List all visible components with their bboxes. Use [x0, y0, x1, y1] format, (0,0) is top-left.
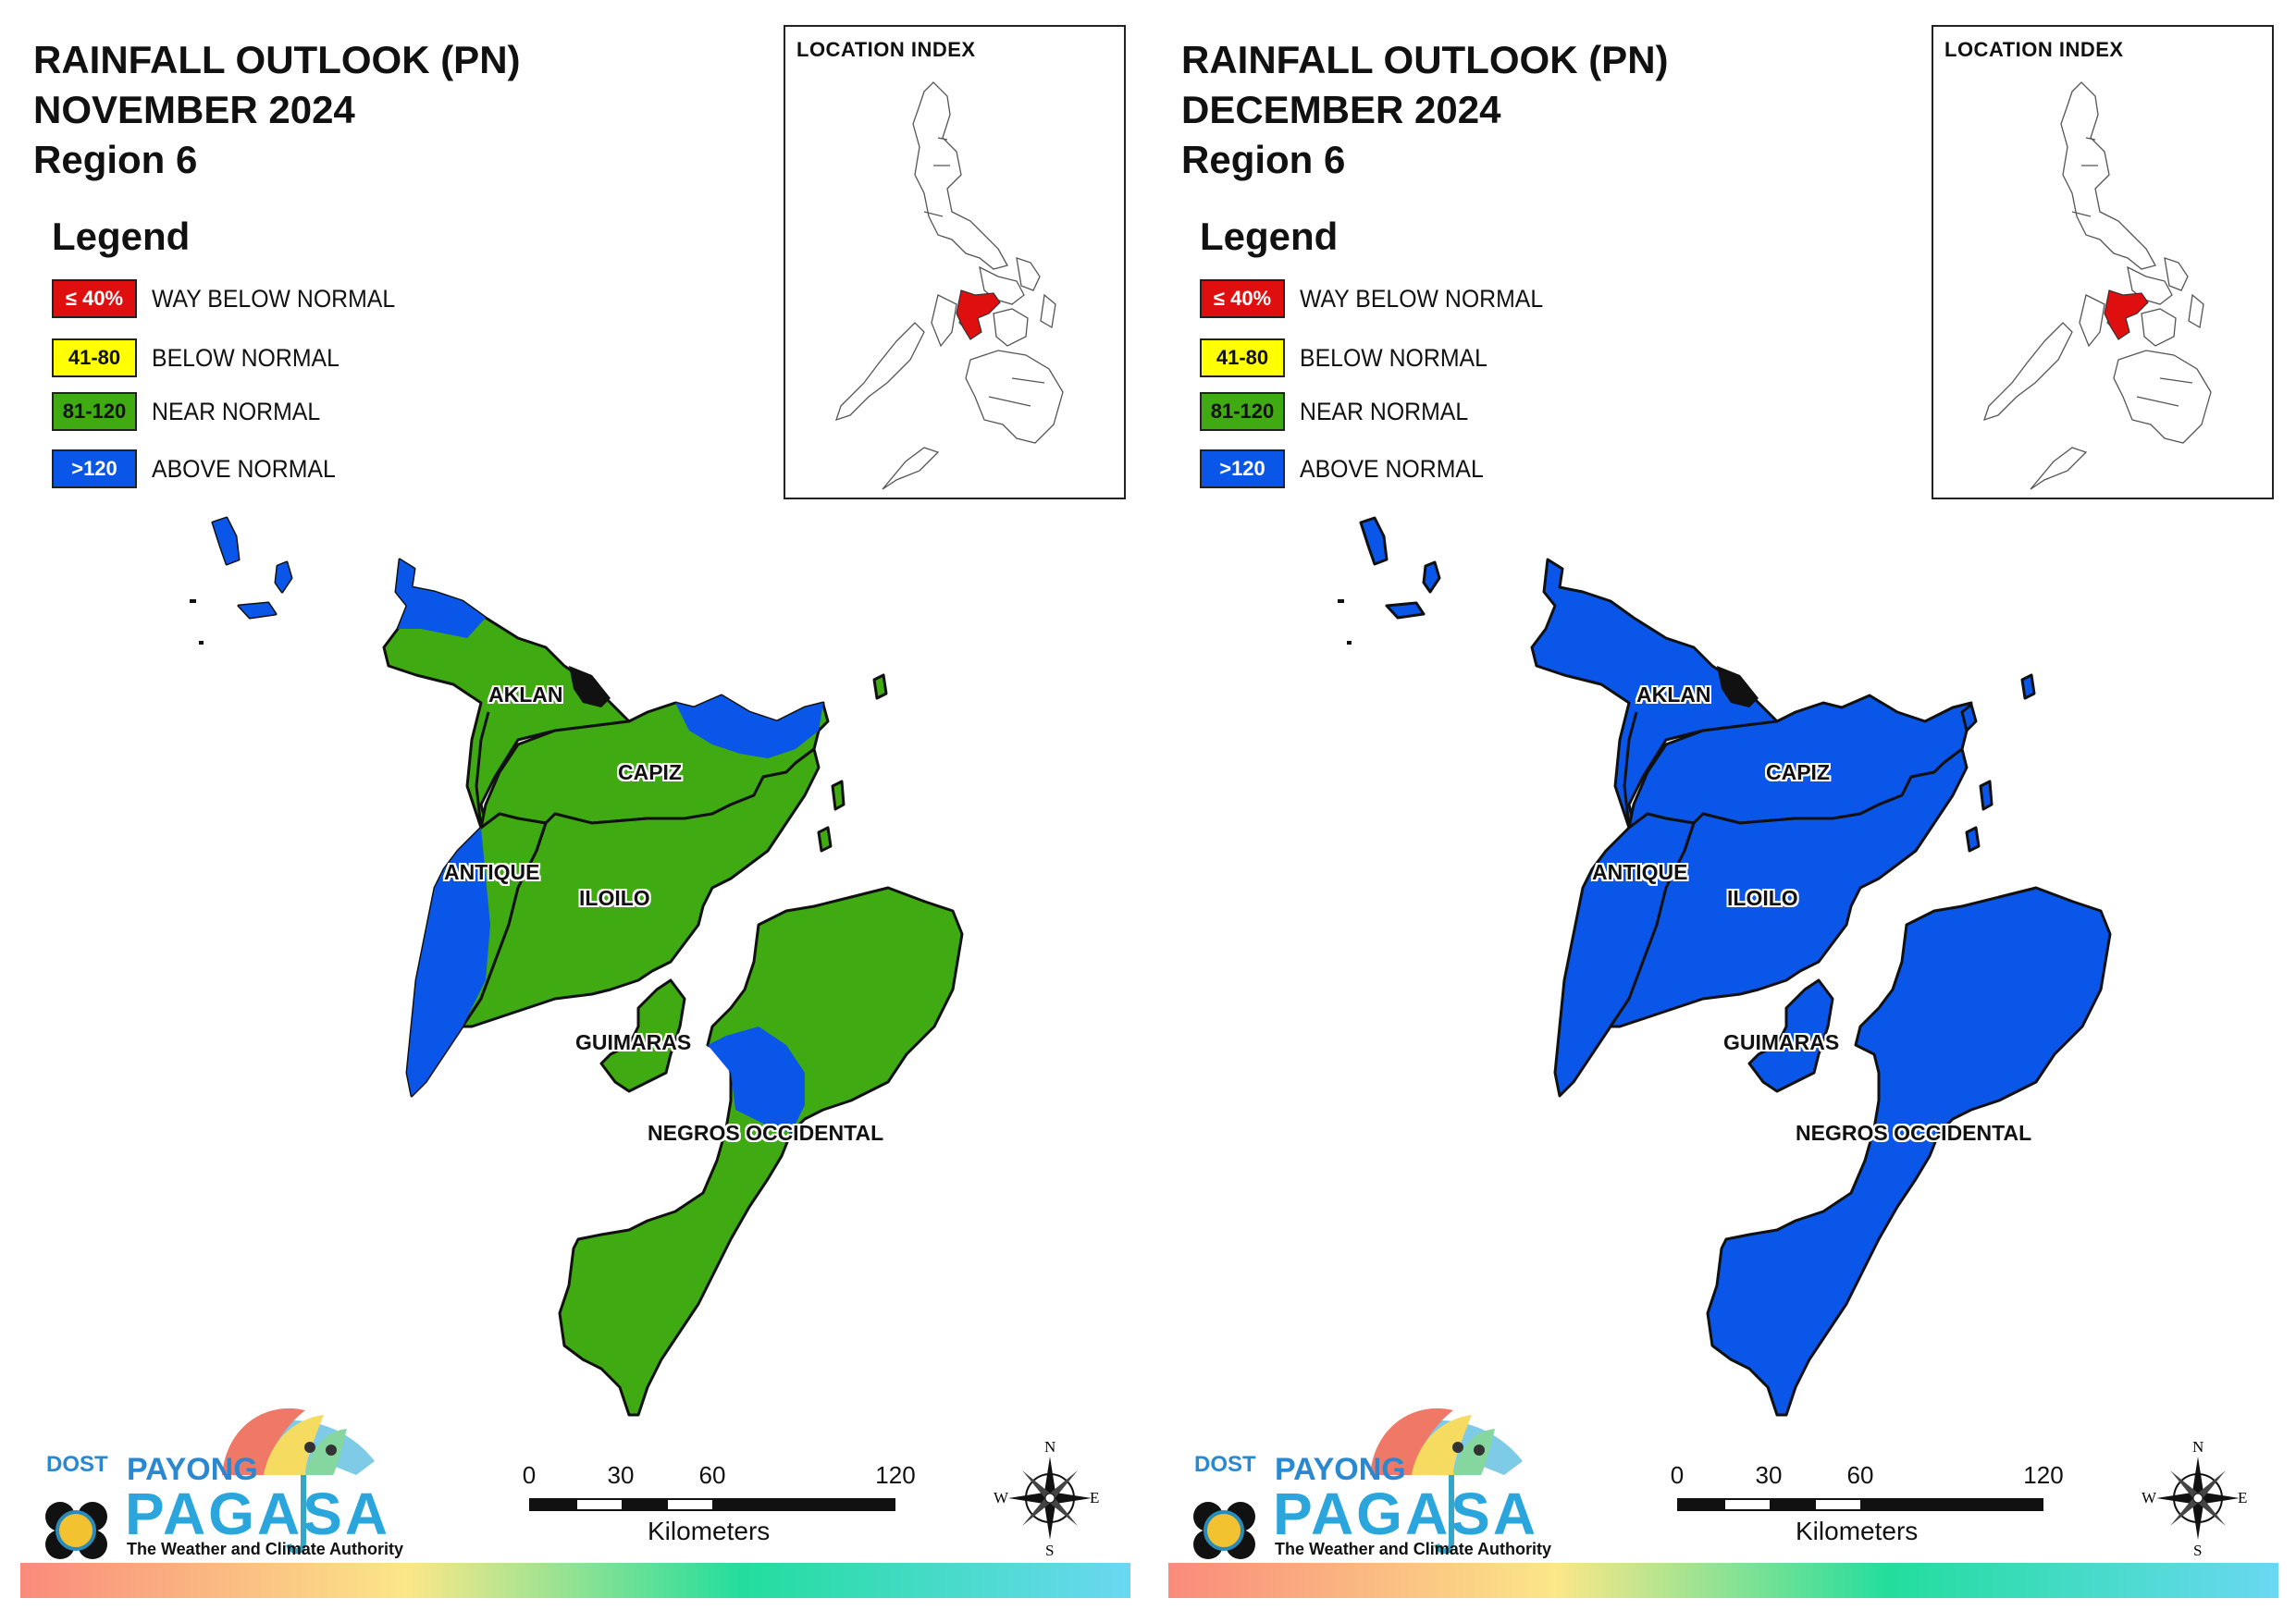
- legend-swatch: ≤ 40%: [1200, 279, 1285, 318]
- legend-swatch: >120: [1200, 449, 1285, 488]
- legend-swatch: 41-80: [52, 338, 137, 377]
- label-iloilo: ILOILO: [1727, 886, 1798, 910]
- footer-gradient-bar: [1168, 1563, 2278, 1598]
- location-index-title: LOCATION INDEX: [796, 38, 976, 61]
- north-arrow: N S E W: [994, 1438, 1101, 1559]
- legend-item-near: 81-120 NEAR NORMAL: [1200, 390, 1483, 433]
- label-antique: ANTIQUE: [444, 860, 540, 884]
- logo-payong: PAYONG: [1275, 1452, 1406, 1487]
- title-line-3: Region 6: [1181, 138, 1346, 181]
- location-index-title: LOCATION INDEX: [1944, 38, 2124, 61]
- legend-title: Legend: [52, 215, 191, 258]
- scale-tick: 30: [1755, 1461, 1783, 1489]
- scale-unit: Kilometers: [1796, 1517, 1919, 1545]
- logo-pagasa: PAGASA: [125, 1481, 391, 1547]
- logo-tagline: The Weather and Climate Authority: [127, 1540, 404, 1558]
- legend-item-way-below: ≤ 40% WAY BELOW NORMAL: [52, 277, 416, 320]
- title-line-1: RAINFALL OUTLOOK (PN): [33, 38, 521, 81]
- location-index-map: LOCATION INDEX: [1932, 25, 2274, 499]
- legend-title: Legend: [1200, 215, 1339, 258]
- title-line-2: NOVEMBER 2024: [33, 88, 355, 131]
- logo-pagasa: PAGASA: [1273, 1481, 1539, 1547]
- footer-gradient-bar: [20, 1563, 1130, 1598]
- scale-tick: 0: [1670, 1461, 1685, 1489]
- november-outlook-panel: RAINFALL OUTLOOK (PN) NOVEMBER 2024 Regi…: [20, 25, 1130, 1598]
- legend-item-below: 41-80 BELOW NORMAL: [52, 337, 356, 379]
- legend-item-below: 41-80 BELOW NORMAL: [1200, 337, 1504, 379]
- scale-tick: 30: [607, 1461, 635, 1489]
- legend-label: NEAR NORMAL: [152, 397, 321, 425]
- scale-tick: 120: [2023, 1461, 2064, 1489]
- legend-item-above: >120 ABOVE NORMAL: [1200, 448, 1500, 490]
- legend-swatch: 81-120: [1200, 392, 1285, 431]
- scale-bar-graphic: [1677, 1498, 2043, 1511]
- label-capiz: CAPIZ: [618, 760, 682, 784]
- pagasa-umbrella-logo: [45, 1408, 375, 1559]
- label-guimaras: GUIMARAS: [575, 1030, 692, 1054]
- scale-bar-graphic: [529, 1498, 895, 1511]
- pagasa-umbrella-logo: [1193, 1408, 1523, 1559]
- legend-label: ABOVE NORMAL: [152, 454, 336, 483]
- legend-item-near: 81-120 NEAR NORMAL: [52, 390, 335, 433]
- logo-dost: DOST: [1194, 1452, 1256, 1477]
- legend-label: BELOW NORMAL: [1300, 343, 1487, 372]
- title-line-2: DECEMBER 2024: [1181, 88, 1501, 131]
- logo-tagline: The Weather and Climate Authority: [1275, 1540, 1552, 1558]
- legend-item-way-below: ≤ 40% WAY BELOW NORMAL: [1200, 277, 1564, 320]
- label-aklan: AKLAN: [1636, 682, 1711, 707]
- philippines-outline: [1982, 81, 2212, 490]
- compass-s: S: [2193, 1542, 2203, 1559]
- title-line-1: RAINFALL OUTLOOK (PN): [1181, 38, 1669, 81]
- scale-bar: 0 30 60 120 Kilometers: [1671, 1461, 2064, 1545]
- legend-label: BELOW NORMAL: [152, 343, 339, 372]
- legend-swatch: >120: [52, 449, 137, 488]
- map-title: RAINFALL OUTLOOK (PN) DECEMBER 2024 Regi…: [1181, 35, 1669, 185]
- legend-item-above: >120 ABOVE NORMAL: [52, 448, 352, 490]
- scale-tick: 0: [522, 1461, 537, 1489]
- logo-dost: DOST: [46, 1452, 108, 1477]
- map-title: RAINFALL OUTLOOK (PN) NOVEMBER 2024 Regi…: [33, 35, 521, 185]
- logo-payong: PAYONG: [127, 1452, 258, 1487]
- region-6-map: [190, 516, 964, 1417]
- legend-label: ABOVE NORMAL: [1300, 454, 1484, 483]
- pagasa-logo: DOST PAYONG PAGASA The Weather and Clima…: [1176, 1387, 1564, 1563]
- compass-s: S: [1045, 1542, 1055, 1559]
- compass-rose-icon: [1008, 1457, 1092, 1540]
- location-index-map: LOCATION INDEX: [784, 25, 1126, 499]
- legend-label: NEAR NORMAL: [1300, 397, 1469, 425]
- legend-swatch: ≤ 40%: [52, 279, 137, 318]
- philippines-outline: [834, 81, 1064, 490]
- scale-tick: 120: [875, 1461, 916, 1489]
- legend-swatch: 41-80: [1200, 338, 1285, 377]
- december-outlook-panel: RAINFALL OUTLOOK (PN) DECEMBER 2024 Regi…: [1148, 0, 2296, 1623]
- scale-tick: 60: [698, 1461, 726, 1489]
- label-negros-occidental: NEGROS OCCIDENTAL: [1796, 1121, 2032, 1145]
- scale-bar: 0 30 60 120 Kilometers: [523, 1461, 916, 1545]
- compass-n: N: [1044, 1438, 1056, 1456]
- label-negros-occidental: NEGROS OCCIDENTAL: [648, 1121, 884, 1145]
- label-aklan: AKLAN: [488, 682, 563, 707]
- legend-label: WAY BELOW NORMAL: [152, 284, 396, 313]
- compass-rose-icon: [2156, 1457, 2240, 1540]
- title-line-3: Region 6: [33, 138, 198, 181]
- scale-tick: 60: [1846, 1461, 1874, 1489]
- region-6-map: [1338, 516, 2112, 1417]
- compass-e: E: [1090, 1489, 1100, 1506]
- label-guimaras: GUIMARAS: [1723, 1030, 1840, 1054]
- legend-swatch: 81-120: [52, 392, 137, 431]
- scale-unit: Kilometers: [648, 1517, 771, 1545]
- compass-w: W: [2142, 1489, 2157, 1506]
- label-iloilo: ILOILO: [579, 886, 650, 910]
- compass-e: E: [2238, 1489, 2248, 1506]
- pagasa-logo: DOST PAYONG PAGASA The Weather and Clima…: [28, 1387, 416, 1563]
- label-capiz: CAPIZ: [1766, 760, 1830, 784]
- legend-label: WAY BELOW NORMAL: [1300, 284, 1544, 313]
- north-arrow: N S E W: [2142, 1438, 2249, 1559]
- compass-w: W: [994, 1489, 1009, 1506]
- label-antique: ANTIQUE: [1592, 860, 1688, 884]
- compass-n: N: [2192, 1438, 2204, 1456]
